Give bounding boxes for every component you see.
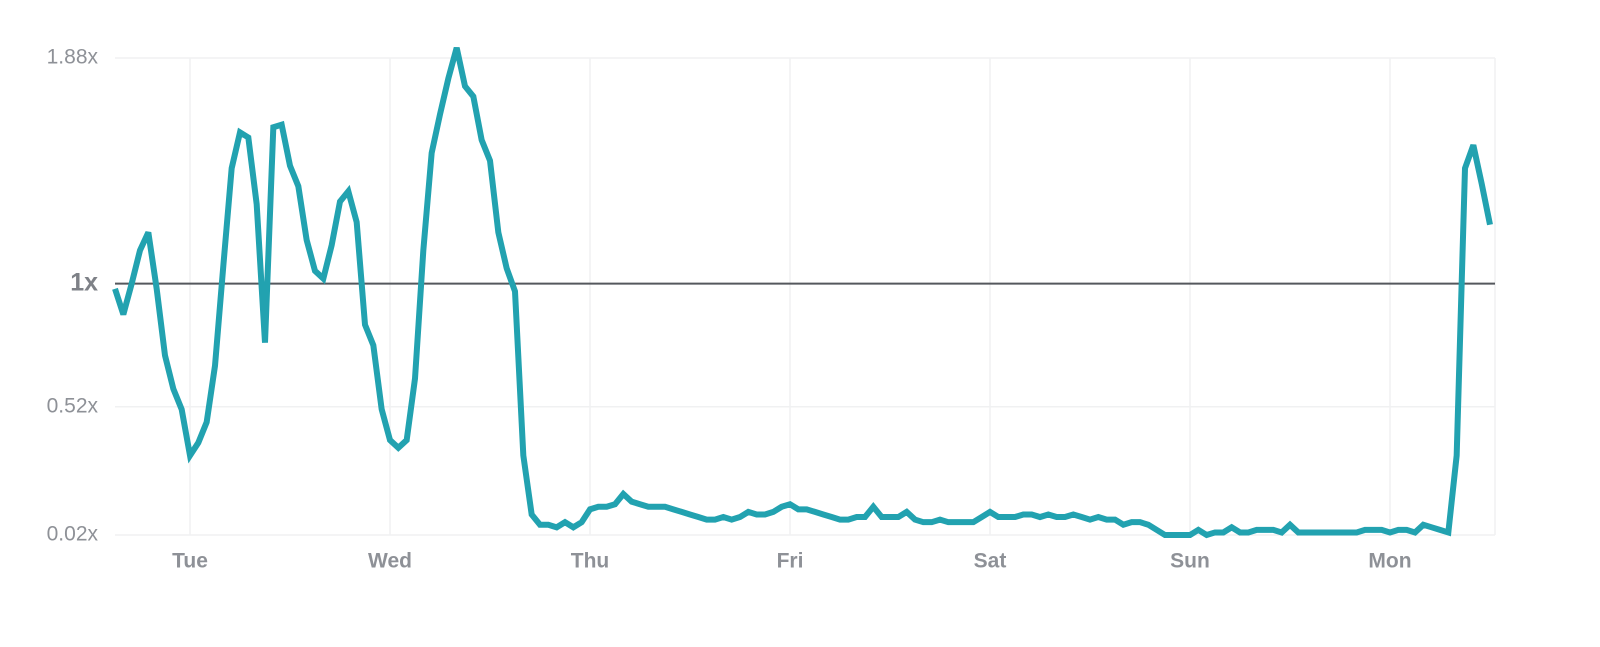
y-tick-label: 1.88x <box>47 46 99 69</box>
y-tick-label: 1x <box>70 268 98 296</box>
x-tick-label: Wed <box>368 550 412 573</box>
y-tick-label: 0.02x <box>47 523 99 546</box>
x-tick-label: Sun <box>1170 550 1210 573</box>
x-tick-label: Fri <box>777 550 804 573</box>
x-tick-label: Sat <box>974 550 1007 573</box>
x-tick-label: Tue <box>172 550 208 573</box>
data-line <box>112 46 1493 539</box>
x-tick-label: Thu <box>571 550 609 573</box>
y-tick-label: 0.52x <box>47 394 99 417</box>
x-tick-label: Mon <box>1368 550 1411 573</box>
